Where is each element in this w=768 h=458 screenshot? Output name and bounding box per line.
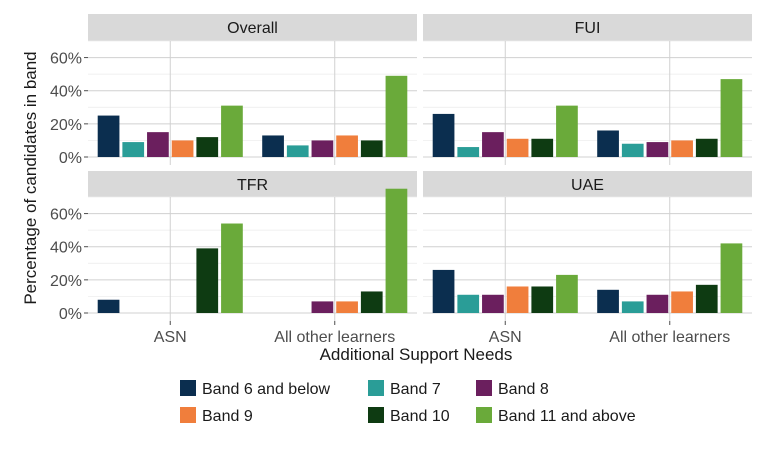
y-tick-label: 40% [50,84,82,101]
x-tick-label: ASN [154,329,187,346]
legend-label: Band 7 [390,381,441,398]
legend-label: Band 8 [498,381,549,398]
x-tick-label: All other learners [609,329,730,346]
bar-band-10 [695,284,718,313]
panel-title: TFR [237,177,268,194]
y-tick-label: 60% [50,207,82,224]
bar-band-11-and-above [385,75,408,157]
y-tick-label: 60% [50,51,82,68]
bar-band-7 [457,294,480,313]
panels-layer: Overall 0% 20% 40% 60% FUI TFR 0% 20% 40% 60% ASN Al… [50,14,752,346]
bar-band-11-and-above [385,188,408,313]
bar-band-8 [482,132,504,157]
bar-band-6-and-below [432,269,455,313]
bar-band-7 [621,143,644,157]
bar-band-9 [336,135,358,157]
legend-item: Band 9 [180,407,253,425]
legend-item: Band 7 [368,380,441,398]
legend-swatch [476,407,492,423]
legend-item: Band 10 [368,407,450,425]
panel-tfr: TFR 0% 20% 40% 60% ASN All other learners [50,171,417,346]
bar-band-10 [360,140,383,157]
panel-title: UAE [571,177,604,194]
panel-strip [88,171,417,197]
x-tick-label: All other learners [274,329,395,346]
bar-band-10 [196,248,219,313]
bar-band-11-and-above [720,79,743,157]
bar-band-8 [646,142,669,157]
bar-band-6-and-below [262,135,284,157]
bar-band-7 [457,147,480,157]
y-tick-label: 0% [59,150,82,167]
legend-label: Band 6 and below [202,381,331,398]
bar-band-10 [360,291,383,313]
bar-band-9 [506,138,529,157]
bar-band-9 [671,291,693,313]
bar-band-10 [695,138,718,157]
legend-label: Band 11 and above [498,408,636,425]
legend-label: Band 10 [390,408,450,425]
x-tick-label: ASN [489,329,522,346]
bar-band-6-and-below [432,113,455,157]
bar-band-9 [171,140,194,157]
bar-band-10 [531,138,554,157]
bar-band-6-and-below [597,289,619,313]
legend: Band 6 and below Band 7 Band 8 Band 9 Band 1… [180,380,636,425]
panel-fui: FUI [423,14,752,165]
bar-band-10 [196,137,219,157]
panel-strip [423,14,752,41]
panel-strip [88,14,417,41]
bar-band-6-and-below [97,115,120,157]
bar-band-9 [506,286,529,313]
y-tick-label: 20% [50,117,82,134]
legend-item: Band 8 [476,380,549,398]
legend-item: Band 11 and above [476,407,636,425]
legend-swatch [476,380,492,396]
bar-band-11-and-above [556,105,578,157]
legend-label: Band 9 [202,408,253,425]
y-axis-title: Percentage of candidates in band [21,51,40,304]
bar-band-11-and-above [221,105,243,157]
legend-swatch [368,380,384,396]
bar-band-11-and-above [720,243,743,313]
bar-band-9 [336,301,358,313]
bar-band-9 [671,140,693,157]
bar-band-7 [286,145,309,157]
bar-band-6-and-below [597,130,619,157]
bar-band-7 [122,142,145,157]
panel-overall: Overall 0% 20% 40% 60% [50,14,417,167]
bar-band-10 [531,286,554,313]
panel-title: Overall [227,20,278,37]
panel-uae: UAE ASN All other learners [423,171,752,346]
bar-band-8 [147,132,169,157]
bar-band-6-and-below [97,299,120,313]
y-tick-label: 0% [59,306,82,323]
bar-band-8 [311,140,334,157]
y-tick-label: 20% [50,273,82,290]
bar-band-11-and-above [556,274,578,313]
legend-item: Band 6 and below [180,380,331,398]
y-tick-label: 40% [50,240,82,257]
legend-swatch [180,380,196,396]
bar-band-8 [482,294,504,313]
bar-band-11-and-above [221,223,243,313]
legend-swatch [180,407,196,423]
bar-band-8 [646,294,669,313]
panel-strip [423,171,752,197]
panel-title: FUI [575,20,601,37]
bar-band-8 [311,301,334,313]
x-axis-title: Additional Support Needs [320,345,513,364]
legend-swatch [368,407,384,423]
bar-band-7 [621,301,644,313]
